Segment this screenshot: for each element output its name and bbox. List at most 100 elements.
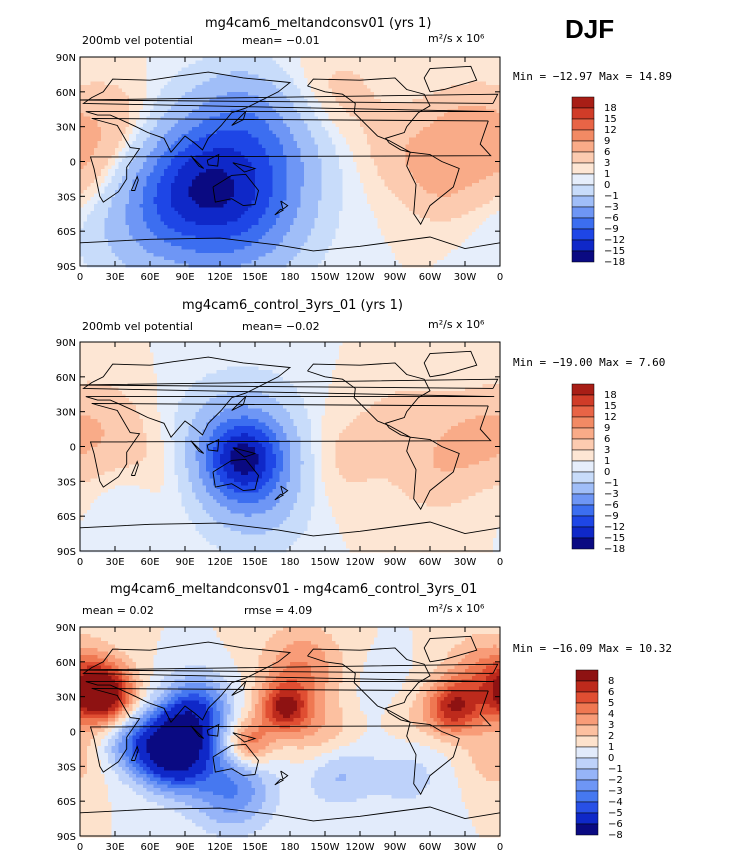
lon-tick-label: 150E xyxy=(242,842,267,853)
lon-tick-label: 60W xyxy=(419,842,442,853)
colorbar-label: 8 xyxy=(608,676,614,687)
lon-tick-label: 30W xyxy=(454,272,477,280)
colorbar-swatch xyxy=(571,129,595,142)
lat-tick-label: 60S xyxy=(57,797,76,808)
colorbar-label: −6 xyxy=(608,819,623,830)
lat-tick-label: 60S xyxy=(57,227,76,238)
colorbar-label: −5 xyxy=(608,808,623,819)
colorbar-label: 15 xyxy=(604,401,617,412)
lat-tick-label: 30N xyxy=(56,123,76,134)
lon-tick-label: 0 xyxy=(497,557,503,565)
lat-tick-label: 0 xyxy=(70,158,76,169)
lat-tick-label: 60N xyxy=(56,88,76,99)
colorbar-swatch xyxy=(571,151,595,164)
colorbar-label: −9 xyxy=(604,224,619,235)
colorbar-swatch xyxy=(575,812,599,825)
lon-tick-label: 90W xyxy=(384,557,407,565)
colorbar-swatch xyxy=(571,460,595,473)
colorbar-label: −12 xyxy=(604,235,625,246)
lon-tick-label: 0 xyxy=(497,272,503,280)
colorbar-label: −15 xyxy=(604,533,625,544)
colorbar-label: 5 xyxy=(608,698,614,709)
colorbar-swatch xyxy=(575,779,599,792)
colorbar-label: 9 xyxy=(604,423,610,434)
lat-tick-label: 90S xyxy=(57,832,76,843)
colorbar-label: −12 xyxy=(604,522,625,533)
lon-tick-label: 120E xyxy=(207,272,232,280)
lat-tick-label: 90N xyxy=(56,338,76,349)
map-field xyxy=(80,342,501,553)
lon-tick-label: 180 xyxy=(280,557,299,565)
lon-tick-label: 150W xyxy=(311,842,340,853)
lon-tick-label: 90E xyxy=(175,272,194,280)
lon-tick-label: 120E xyxy=(207,842,232,853)
panel-1-units: m²/s x 10⁶ xyxy=(428,32,484,45)
colorbar-label: −6 xyxy=(604,213,619,224)
colorbar-swatch xyxy=(571,173,595,186)
colorbar-label: 3 xyxy=(604,158,610,169)
colorbar-label: 3 xyxy=(608,720,614,731)
panel-2-stats: Min = −19.00 Max = 7.60 xyxy=(513,356,665,369)
lon-tick-label: 120E xyxy=(207,557,232,565)
colorbar-label: −3 xyxy=(608,786,623,797)
panel-1-title: mg4cam6_meltandconsv01 (yrs 1) xyxy=(205,16,431,31)
colorbar-swatch xyxy=(571,405,595,418)
lon-tick-label: 180 xyxy=(280,842,299,853)
lat-tick-label: 60N xyxy=(56,373,76,384)
map-field xyxy=(80,627,501,838)
colorbar-swatch xyxy=(575,691,599,704)
colorbar-label: 1 xyxy=(604,169,610,180)
colorbar-label: 0 xyxy=(604,467,610,478)
colorbar-swatch xyxy=(571,239,595,252)
colorbar-swatch xyxy=(575,669,599,682)
lon-tick-label: 60E xyxy=(140,842,159,853)
panel-1-mean: mean= −0.01 xyxy=(242,34,320,47)
lat-tick-label: 30S xyxy=(57,477,76,488)
panel-3-stats: Min = −16.09 Max = 10.32 xyxy=(513,642,672,655)
lon-tick-label: 0 xyxy=(497,842,503,853)
colorbar-swatch xyxy=(575,801,599,814)
colorbar-label: 9 xyxy=(604,136,610,147)
lat-tick-label: 90N xyxy=(56,623,76,634)
colorbar-swatch xyxy=(571,449,595,462)
colorbar-label: 6 xyxy=(608,687,614,698)
colorbar-swatch xyxy=(571,394,595,407)
colorbar-swatch xyxy=(571,438,595,451)
colorbar-swatch xyxy=(571,526,595,539)
colorbar-swatch xyxy=(571,96,595,109)
map-field xyxy=(80,57,501,268)
colorbar-label: 3 xyxy=(604,445,610,456)
panel-2-units: m²/s x 10⁶ xyxy=(428,318,484,331)
colorbar-label: −8 xyxy=(608,830,623,840)
colorbar-swatch xyxy=(571,427,595,440)
lat-tick-label: 90N xyxy=(56,53,76,64)
colorbar-swatch xyxy=(575,823,599,836)
colorbar-label: 12 xyxy=(604,412,617,423)
panel-1-left-label: 200mb vel potential xyxy=(82,34,193,47)
colorbar-label: −15 xyxy=(604,246,625,257)
lon-tick-label: 30W xyxy=(454,557,477,565)
colorbar-swatch xyxy=(571,416,595,429)
colorbar-label: 0 xyxy=(604,180,610,191)
colorbar-swatch xyxy=(575,768,599,781)
colorbar-label: 15 xyxy=(604,114,617,125)
colorbar-swatch xyxy=(575,724,599,737)
lon-tick-label: 120W xyxy=(346,557,375,565)
colorbar-swatch xyxy=(575,757,599,770)
panel-3-title: mg4cam6_meltandconsv01 - mg4cam6_control… xyxy=(110,582,477,597)
lon-tick-label: 30E xyxy=(105,842,124,853)
colorbar-swatch xyxy=(571,107,595,120)
panel-2-title: mg4cam6_control_3yrs_01 (yrs 1) xyxy=(182,298,403,313)
lon-tick-label: 90E xyxy=(175,557,194,565)
lon-tick-label: 60E xyxy=(140,272,159,280)
colorbar-label: 6 xyxy=(604,147,610,158)
lon-tick-label: 150E xyxy=(242,557,267,565)
colorbar-label: −1 xyxy=(604,478,619,489)
coastlines xyxy=(79,350,501,537)
lat-tick-label: 30S xyxy=(57,762,76,773)
lon-tick-label: 0 xyxy=(77,842,83,853)
panel-3-units: m²/s x 10⁶ xyxy=(428,602,484,615)
